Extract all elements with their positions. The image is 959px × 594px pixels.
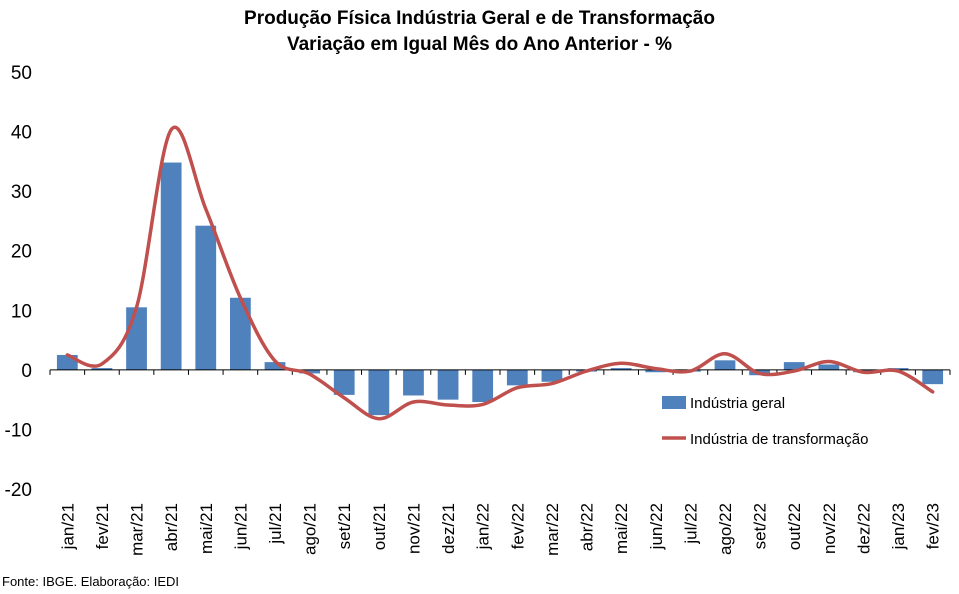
bar-fev-22: [506, 369, 528, 386]
y-tick-label: 30: [11, 182, 32, 203]
bar-out-21: [368, 369, 390, 416]
bar-fev-23: [922, 369, 944, 385]
legend-swatch-industria-geral: [662, 396, 686, 409]
x-tick-label: mai/21: [197, 503, 216, 554]
x-tick-label: mar/21: [128, 503, 147, 556]
line-series-transformacao: [65, 125, 935, 421]
x-tick-label: jan/22: [474, 503, 493, 550]
x-tick-label: jul/22: [681, 503, 700, 545]
source-note: Fonte: IBGE. Elaboração: IEDI: [2, 574, 180, 589]
bar-set-21: [333, 369, 355, 395]
x-tick-label: fev/21: [93, 503, 112, 549]
y-tick-label: 50: [11, 63, 32, 84]
bar-nov-21: [403, 369, 424, 396]
x-tick-label: abr/22: [578, 503, 597, 551]
x-tick-label: jan/21: [58, 503, 77, 550]
x-tick-label: nov/21: [404, 503, 423, 554]
x-tick-label: mar/22: [543, 503, 562, 556]
bar-out-22: [783, 362, 805, 370]
x-tick-label: out/22: [785, 503, 804, 550]
x-tick-label: jul/21: [266, 503, 285, 545]
bar-fev-21: [91, 368, 113, 370]
y-tick-label: -20: [5, 480, 32, 501]
x-axis-ticks: [49, 369, 951, 375]
y-tick-label: 10: [11, 301, 32, 322]
bar-mai-22: [610, 368, 632, 370]
chart-title: Produção Física Indústria Geral e de Tra…: [0, 6, 959, 58]
y-axis-labels: 50 40 30 20 10 0 -10 -20: [5, 63, 32, 501]
bar-dez-21: [437, 369, 459, 400]
bar-series: [56, 162, 944, 416]
x-tick-label: dez/22: [854, 503, 873, 554]
x-tick-label: ago/21: [301, 503, 320, 555]
x-tick-label: fev/23: [924, 503, 943, 549]
x-tick-label: set/22: [751, 503, 770, 549]
bar-ago-21: [299, 369, 320, 374]
x-tick-label: ago/22: [716, 503, 735, 555]
legend: Indústria geral Indústria de transformaç…: [662, 395, 868, 448]
y-tick-label: 0: [21, 361, 32, 382]
bar-mar-21: [126, 307, 147, 370]
bar-jan-23: [887, 368, 909, 370]
bar-mar-22: [541, 369, 563, 382]
bar-abr-21: [160, 162, 182, 370]
x-tick-label: mai/22: [612, 503, 631, 554]
y-tick-label: -10: [5, 420, 32, 441]
title-line-2: Variação em Igual Mês do Ano Anterior - …: [286, 34, 672, 55]
bar-ago-22: [714, 360, 736, 370]
bar-nov-22: [818, 364, 840, 370]
y-tick-label: 40: [11, 123, 32, 144]
bar-jun-21: [230, 297, 251, 370]
y-tick-label: 20: [11, 242, 32, 263]
x-tick-label: fev/22: [508, 503, 527, 549]
legend-label-industria-transformacao: Indústria de transformação: [690, 431, 868, 448]
x-tick-label: nov/22: [820, 503, 839, 554]
x-axis-labels: jan/21 fev/21 mar/21 abr/21 mai/21 jun/21 jul/…: [58, 503, 942, 556]
title-line-1: Produção Física Indústria Geral e de Tra…: [244, 8, 715, 29]
legend-label-industria-geral: Indústria geral: [690, 395, 785, 412]
bar-mai-21: [195, 225, 217, 370]
bar-jan-22: [472, 369, 494, 403]
bar-jun-22: [645, 369, 667, 373]
x-tick-label: set/21: [335, 503, 354, 549]
x-tick-label: out/21: [370, 503, 389, 550]
x-tick-label: dez/21: [439, 503, 458, 554]
x-tick-label: jun/22: [647, 503, 666, 550]
x-tick-label: abr/21: [162, 503, 181, 551]
x-tick-label: jun/21: [231, 503, 250, 550]
x-tick-label: jan/23: [889, 503, 908, 550]
bar-jul-21: [264, 362, 286, 370]
